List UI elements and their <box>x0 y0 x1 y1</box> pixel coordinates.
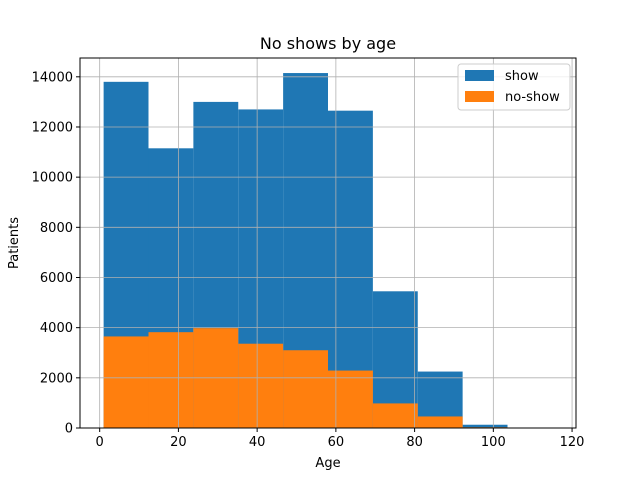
legend: show no-show <box>457 63 571 111</box>
y-tick-label-6: 12000 <box>32 120 73 135</box>
bar-no-show-5 <box>328 370 373 428</box>
x-tick-label-0: 0 <box>96 435 104 450</box>
x-tick-label-6: 120 <box>560 435 585 450</box>
y-tick-label-3: 6000 <box>40 271 73 286</box>
plot-frame <box>79 57 577 429</box>
x-tick-label-3: 60 <box>328 435 345 450</box>
grid-group <box>80 58 576 429</box>
bar-no-show-6 <box>372 403 418 428</box>
y-tick-label-7: 14000 <box>32 70 73 85</box>
x-axis-label: Age <box>315 456 340 471</box>
y-tick-label-4: 8000 <box>40 221 73 236</box>
y-tick-label-1: 2000 <box>40 371 73 386</box>
y-axis-label: Patients <box>7 217 22 269</box>
bar-no-show-1 <box>148 332 194 428</box>
bar-show-8 <box>462 424 508 428</box>
x-tick-label-2: 40 <box>249 435 266 450</box>
y-tick-label-0: 0 <box>65 422 73 437</box>
bar-no-show-4 <box>283 350 328 428</box>
bar-no-show-0 <box>103 336 149 428</box>
legend-swatch-show <box>465 70 494 81</box>
chart-title: No shows by age <box>260 34 396 53</box>
x-tick-label-1: 20 <box>170 435 187 450</box>
bar-no-show-7 <box>417 416 463 428</box>
bars-group <box>103 73 553 429</box>
y-tick-label-2: 4000 <box>40 321 73 336</box>
y-ticks-group: 0 2000 4000 6000 8000 10000 12000 14000 <box>32 70 80 437</box>
y-tick-label-5: 10000 <box>32 171 73 186</box>
bar-no-show-3 <box>238 343 284 428</box>
legend-swatch-no-show <box>465 91 494 102</box>
legend-label-show: show <box>505 69 539 84</box>
x-ticks-group: 0 20 40 60 80 100 120 <box>96 428 585 450</box>
x-tick-label-5: 100 <box>481 435 506 450</box>
x-tick-label-4: 80 <box>406 435 423 450</box>
legend-label-no-show: no-show <box>505 90 560 105</box>
